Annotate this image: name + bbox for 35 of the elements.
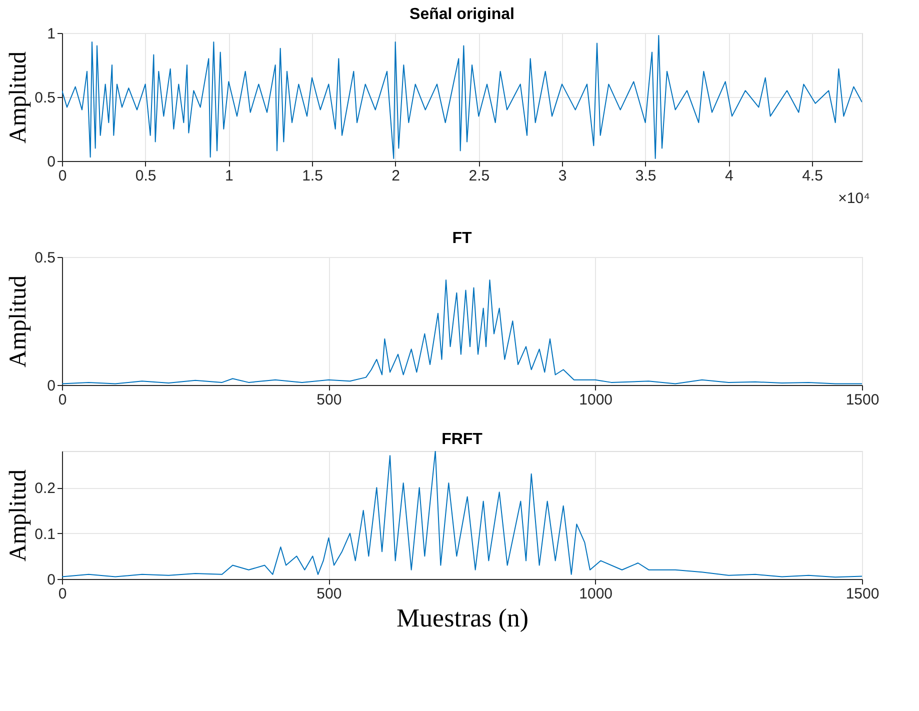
y-tick-label: 0 bbox=[47, 572, 56, 588]
x-tick-label: 1000 bbox=[579, 586, 613, 602]
x-tick-label: 1000 bbox=[579, 392, 613, 408]
chart-title: Señal original bbox=[410, 6, 514, 23]
y-axis-title: Amplitud bbox=[6, 51, 32, 144]
x-tick-label: 3.5 bbox=[635, 168, 656, 184]
x-tick-label: 1500 bbox=[846, 392, 880, 408]
y-tick-label: 0.1 bbox=[34, 526, 56, 543]
x-tick-label: 4 bbox=[724, 168, 734, 184]
x-tick-label: 2 bbox=[392, 168, 400, 184]
x-tick-label: 3 bbox=[558, 168, 567, 184]
y-tick-label: 0.2 bbox=[34, 480, 56, 498]
y-tick-label: 0 bbox=[47, 378, 56, 394]
x-tick-label: 2.5 bbox=[468, 168, 490, 184]
x-tick-label: 0 bbox=[58, 392, 67, 408]
line-series bbox=[62, 35, 862, 159]
x-tick-label: 4.5 bbox=[802, 168, 823, 184]
x-tick-label: 0 bbox=[58, 586, 67, 602]
x-tick-label: 1.5 bbox=[302, 168, 323, 184]
x-tick-label: 0.5 bbox=[135, 168, 156, 184]
y-axis-title: Amplitud bbox=[6, 275, 32, 368]
chart-title: FT bbox=[452, 230, 472, 247]
y-tick-label: 0.5 bbox=[34, 250, 56, 266]
y-axis-title: Amplitud bbox=[6, 469, 32, 562]
x-tick-label: 500 bbox=[316, 392, 342, 408]
x-tick-label: 0 bbox=[58, 168, 67, 184]
x-tick-label: 500 bbox=[316, 586, 342, 602]
y-tick-label: 1 bbox=[47, 26, 56, 42]
chart-title: FRFT bbox=[442, 431, 483, 448]
y-tick-label: 0 bbox=[47, 154, 56, 170]
x-axis-title: Muestras (n) bbox=[396, 604, 529, 632]
text: ×10⁴ bbox=[838, 190, 870, 207]
y-tick-label: 0.5 bbox=[34, 90, 56, 106]
x-tick-label: 1 bbox=[224, 168, 234, 184]
x-tick-label: 1500 bbox=[846, 586, 880, 602]
